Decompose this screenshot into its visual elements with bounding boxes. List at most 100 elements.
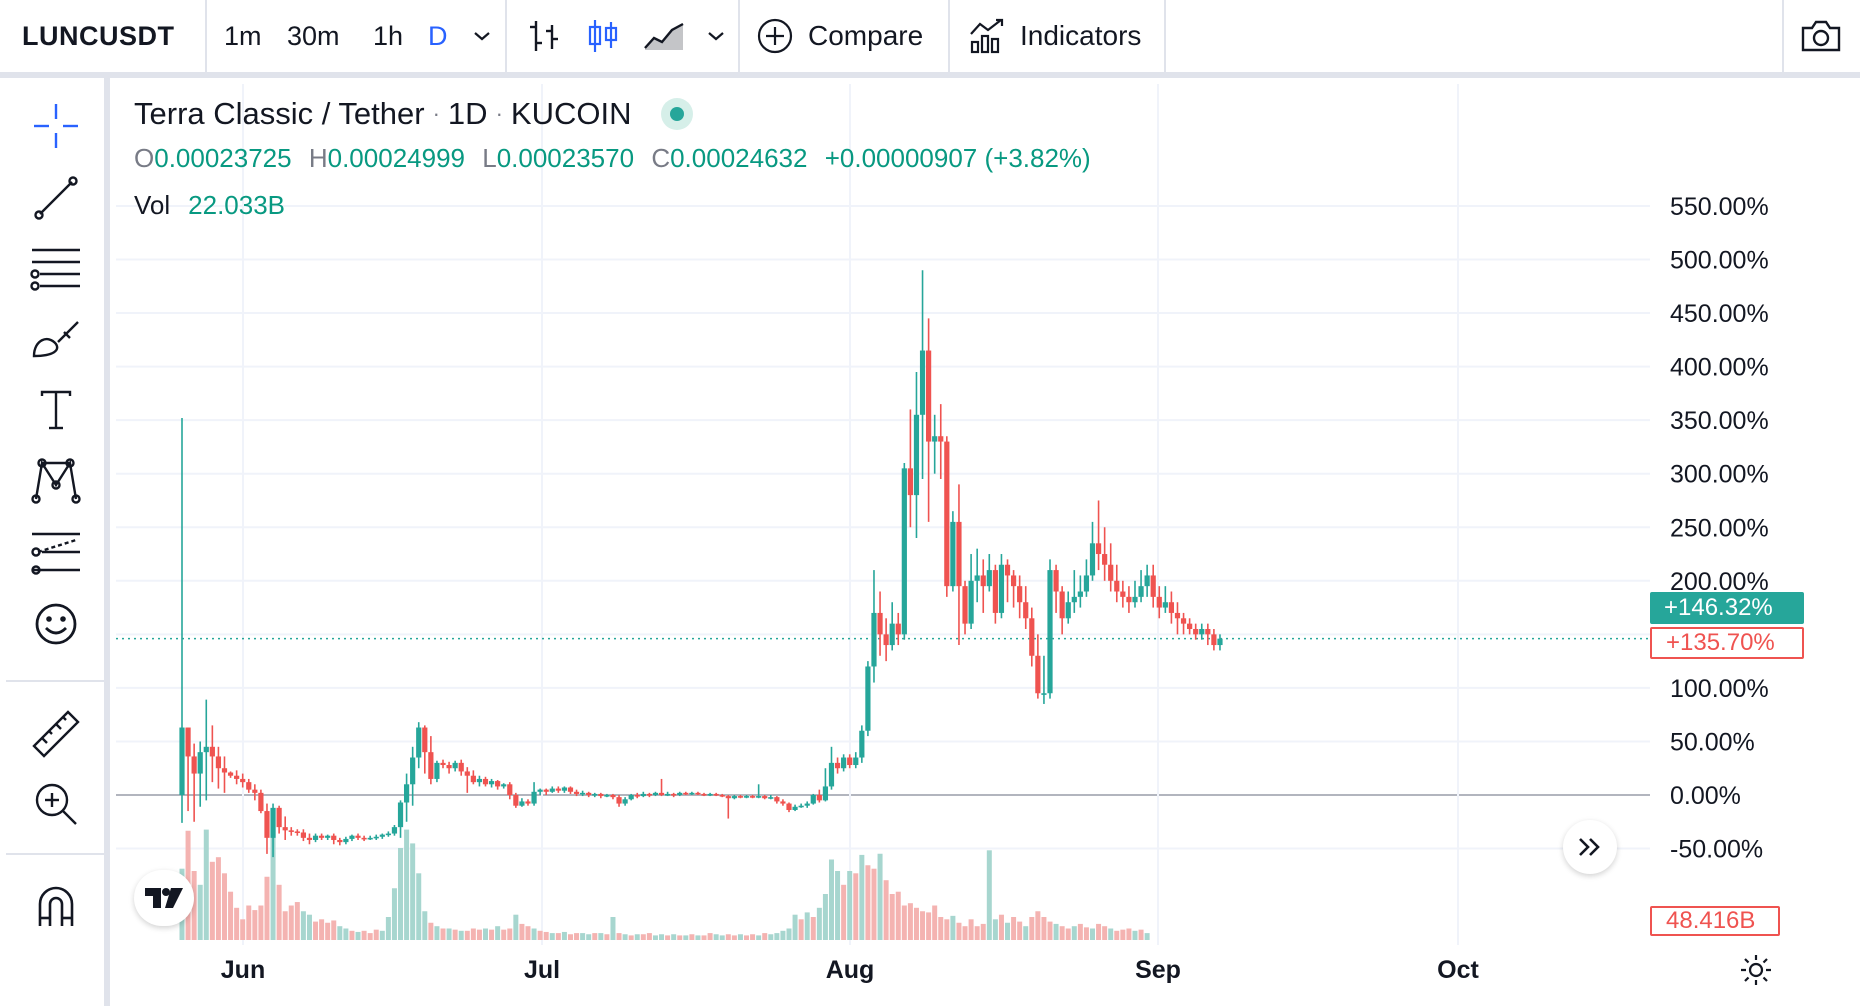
timeframe-dropdown-chevron-down-icon[interactable] <box>472 0 492 72</box>
fib-retracement-icon[interactable] <box>26 240 86 296</box>
candle-body <box>968 580 974 624</box>
volume-bar <box>410 843 416 940</box>
candle-body <box>379 834 385 837</box>
scroll-to-realtime-button[interactable] <box>1563 820 1617 874</box>
volume-bar <box>416 873 422 940</box>
plus-circle-icon <box>757 18 793 54</box>
candle-body <box>944 441 950 587</box>
volume-bar <box>1029 917 1035 940</box>
bar-chart-type-icon[interactable] <box>526 0 562 72</box>
candle-body <box>1010 575 1017 587</box>
smiley-emoji-icon[interactable] <box>26 596 86 652</box>
time-tick-label: Jun <box>221 956 265 984</box>
price-tick-label: 100.00% <box>1670 675 1769 703</box>
exchange-label: KUCOIN <box>510 96 632 131</box>
ruler-measure-icon[interactable] <box>26 706 86 762</box>
volume-bar <box>422 911 428 940</box>
volume-bar <box>592 933 598 940</box>
volume-bar <box>677 935 683 940</box>
candle-body <box>616 797 622 804</box>
volume-bar <box>513 914 519 940</box>
candle-body <box>652 792 659 795</box>
indicators-button[interactable]: Indicators <box>968 0 1141 72</box>
chart-settings-gear-icon[interactable] <box>1738 952 1774 988</box>
candle-body <box>312 835 319 840</box>
candle-body <box>482 778 489 785</box>
volume-bar <box>695 935 701 940</box>
symbol-title[interactable]: Terra Classic / Tether <box>134 96 425 131</box>
candle-body <box>792 806 798 810</box>
candle-body <box>282 827 288 831</box>
low-key: L <box>482 143 497 173</box>
candle-body <box>889 623 895 646</box>
volume-bar <box>270 829 276 940</box>
candle-body <box>221 768 228 773</box>
candle-body <box>1180 618 1187 624</box>
candle-body <box>986 570 992 587</box>
volume-bar <box>956 922 962 940</box>
candle-body <box>1102 554 1108 565</box>
volume-bar <box>1083 927 1089 940</box>
volume-bar <box>701 935 707 940</box>
price-tick-label: -50.00% <box>1670 836 1763 864</box>
candles-chart-type-icon[interactable] <box>585 0 621 72</box>
trend-line-icon[interactable] <box>26 170 86 226</box>
candle-body <box>974 575 980 581</box>
candle-body <box>373 836 379 839</box>
candle-body <box>416 727 422 758</box>
candle-body <box>258 792 264 812</box>
symbol-search-button[interactable]: LUNCUSDT <box>22 20 175 51</box>
candle-body <box>1114 580 1120 592</box>
time-tick-label: Jul <box>524 956 560 984</box>
volume-bar <box>1108 928 1114 940</box>
candle-body <box>519 801 525 806</box>
volume-bar <box>483 928 488 940</box>
time-axis: Jun Jul Aug Sep Oct <box>221 956 1480 984</box>
volume-bar <box>355 931 361 940</box>
candle-body <box>319 835 325 838</box>
volume-bar <box>282 911 288 940</box>
candle-body <box>1211 634 1217 646</box>
time-tick-label: Sep <box>1135 956 1181 984</box>
brush-icon[interactable] <box>26 312 86 368</box>
tradingview-logo[interactable] <box>134 870 194 926</box>
price-tick-label: 300.00% <box>1670 461 1769 489</box>
candle-body <box>877 612 883 635</box>
pattern-tool-icon[interactable] <box>26 453 86 509</box>
camera-snapshot-icon[interactable] <box>1799 0 1843 72</box>
candle-body <box>349 835 355 839</box>
volume-bar <box>306 914 312 940</box>
chart-type-dropdown-chevron-down-icon[interactable] <box>706 0 726 72</box>
forecast-tool-icon[interactable] <box>26 524 86 580</box>
volume-bar <box>543 931 549 940</box>
compare-label: Compare <box>808 20 924 51</box>
volume-bar <box>646 933 652 940</box>
volume-bar <box>379 930 385 940</box>
timeframe-1h-button[interactable]: 1h <box>373 20 404 51</box>
text-tool-icon[interactable] <box>26 382 86 438</box>
candle-body <box>452 762 458 769</box>
candle-body <box>288 830 294 832</box>
candle-body <box>1217 638 1223 646</box>
candle-body <box>998 564 1005 613</box>
candle-body <box>191 756 197 774</box>
timeframe-1m-button[interactable]: 1m <box>224 20 262 51</box>
magnet-icon[interactable] <box>26 878 86 934</box>
volume-bar <box>962 926 968 940</box>
timeframe-d-button[interactable]: D <box>428 20 448 51</box>
timeframe-30m-button[interactable]: 30m <box>287 20 340 51</box>
candle-body <box>507 784 513 795</box>
candle-body <box>543 789 549 792</box>
zoom-in-icon[interactable] <box>26 776 86 832</box>
volume-bar <box>610 917 616 940</box>
volume-bar <box>228 891 234 940</box>
crosshair-cursor-icon[interactable] <box>26 98 86 154</box>
area-chart-type-icon[interactable] <box>642 0 686 72</box>
volume-bar <box>907 903 913 940</box>
toolbar-divider <box>6 680 106 682</box>
volume-bar <box>774 933 780 940</box>
candle-body <box>1035 655 1041 694</box>
candle-body <box>300 832 306 838</box>
volume-bar <box>1132 930 1138 940</box>
compare-button[interactable]: Compare <box>756 0 923 72</box>
